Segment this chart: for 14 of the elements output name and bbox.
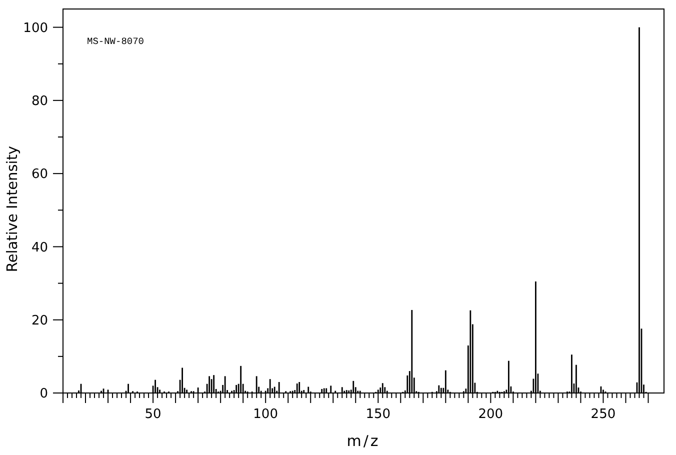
x-tick-label: 100	[253, 407, 278, 422]
x-tick-label: 250	[590, 407, 616, 422]
y-tick-label: 40	[31, 240, 48, 256]
y-tick-label: 20	[31, 313, 48, 328]
y-tick-label: 60	[31, 167, 48, 182]
y-axis-title: Relative Intensity	[5, 145, 21, 272]
annotation: MS-NW-8070	[87, 36, 144, 47]
y-tick-label: 0	[40, 386, 48, 402]
y-tick-label: 100	[23, 20, 48, 36]
x-axis-title: m/z	[346, 432, 380, 450]
x-tick-label: 150	[366, 407, 391, 422]
x-tick-label: 200	[478, 407, 504, 422]
y-tick-label: 80	[31, 94, 48, 109]
x-tick-label: 50	[144, 407, 162, 422]
